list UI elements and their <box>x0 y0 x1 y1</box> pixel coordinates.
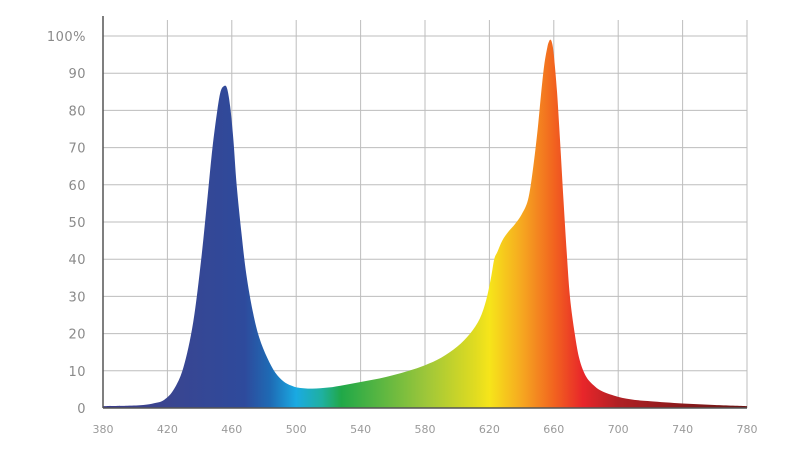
y-tick-label-40: 40 <box>68 253 86 268</box>
spectrum-area <box>103 39 747 409</box>
x-tick-label-500: 500 <box>286 423 307 436</box>
x-tick-label-780: 780 <box>737 423 758 436</box>
y-tick-label-50: 50 <box>68 216 86 231</box>
x-tick-label-460: 460 <box>221 423 242 436</box>
x-tick-label-380: 380 <box>93 423 114 436</box>
y-tick-label-10: 10 <box>68 365 86 380</box>
x-tick-label-420: 420 <box>157 423 178 436</box>
y-tick-label-80: 80 <box>68 104 86 119</box>
x-tick-label-540: 540 <box>350 423 371 436</box>
x-tick-labels: 380 420 460 500 540 580 620 660 700 740 780 <box>93 423 758 436</box>
x-tick-label-660: 660 <box>543 423 564 436</box>
y-tick-label-100: 100% <box>47 30 86 45</box>
x-tick-label-580: 580 <box>415 423 436 436</box>
y-tick-label-90: 90 <box>68 67 86 82</box>
y-tick-label-60: 60 <box>68 179 86 194</box>
area-layer <box>103 39 747 409</box>
x-tick-label-700: 700 <box>608 423 629 436</box>
y-tick-label-20: 20 <box>68 328 86 343</box>
y-tick-label-0: 0 <box>77 402 86 417</box>
y-tick-label-70: 70 <box>68 142 86 157</box>
x-tick-label-620: 620 <box>479 423 500 436</box>
y-tick-labels: 0 10 20 30 40 50 60 70 80 90 100% <box>47 30 86 417</box>
axes <box>102 16 747 409</box>
y-tick-label-30: 30 <box>68 290 86 305</box>
x-tick-label-740: 740 <box>672 423 693 436</box>
